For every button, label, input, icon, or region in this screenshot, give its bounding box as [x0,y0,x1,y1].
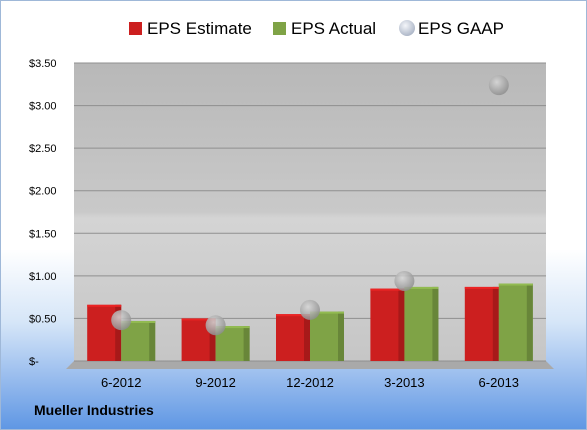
bar-eps-actual [404,286,439,361]
bar-eps-estimate [464,286,499,361]
legend-entry: EPS Actual [273,19,376,38]
legend-label: EPS GAAP [418,19,504,38]
x-tick-label: 6-2012 [101,375,141,390]
bar-eps-actual [498,283,533,361]
gaap-point [205,315,226,336]
legend-swatch [273,22,286,35]
y-tick-label: $1.00 [29,271,57,283]
bar-eps-estimate [181,318,216,361]
legend: EPS Estimate EPS Actual EPS GAAP [129,19,504,38]
x-tick-label: 6-2013 [479,375,519,390]
plot-floor [66,361,554,369]
bars [87,283,533,361]
x-axis-ticks: 6-2012 9-2012 12-2012 3-2013 6-2013 [101,375,519,390]
y-tick-label: $1.50 [29,228,57,240]
legend-swatch [399,20,415,36]
y-tick-label: $2.50 [29,143,57,155]
bar-eps-actual [310,311,344,361]
x-tick-label: 12-2012 [286,375,334,390]
bar-eps-estimate [370,288,405,361]
company-name: Mueller Industries [34,402,154,418]
y-tick-label: $0.50 [29,313,57,325]
x-tick-label: 9-2012 [195,375,235,390]
y-axis-ticks: $- $0.50 $1.00 $1.50 $2.00 $2.50 $3.00 $3.50 [29,58,57,368]
legend-swatch [129,22,142,35]
y-tick-label: $3.50 [29,58,57,70]
y-tick-label: $3.00 [29,101,57,113]
gaap-point [394,270,415,291]
gaap-point [111,310,132,331]
gaap-points [111,75,509,336]
y-tick-label: $2.00 [29,186,57,198]
legend-label: EPS Estimate [147,19,252,38]
gaap-point [488,75,509,96]
legend-label: EPS Actual [291,19,376,38]
legend-entry: EPS Estimate [129,19,252,38]
x-tick-label: 3-2013 [384,375,424,390]
gaap-point [300,299,320,320]
legend-entry: EPS GAAP [399,19,504,38]
y-tick-label: $- [29,356,39,368]
bar-eps-estimate [276,314,310,361]
